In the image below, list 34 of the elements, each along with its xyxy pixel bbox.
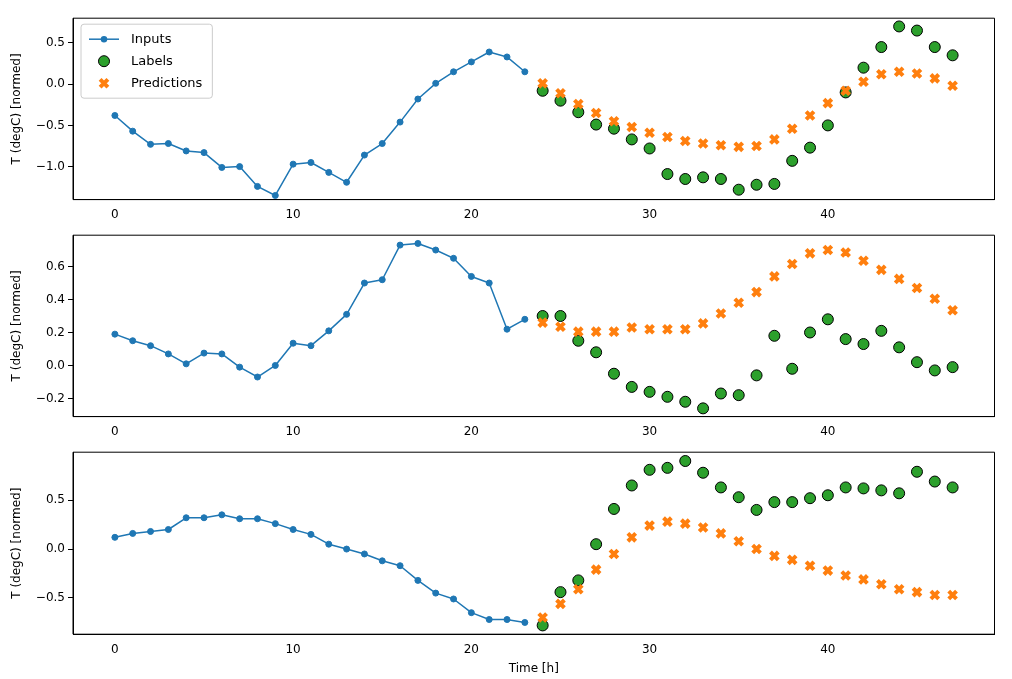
y-tick-label: −0.5	[35, 590, 65, 605]
x-tick-label: 30	[641, 641, 658, 656]
y-tick-label: −0.2	[35, 390, 65, 405]
x-tick-label: 20	[463, 206, 480, 221]
y-tick-label: 0.5	[45, 492, 65, 507]
y-tick-label: 0.4	[45, 291, 65, 306]
x-tick-label: 20	[463, 641, 480, 656]
x-tick-label: 20	[463, 423, 480, 438]
y-tick-label: 0.0	[45, 541, 65, 556]
y-tick-label: −1.0	[35, 158, 65, 173]
y-axis-title: T (degC) [normed]	[9, 53, 24, 166]
x-tick-label: 40	[820, 206, 836, 221]
x-tick-label: 40	[820, 423, 836, 438]
x-tick-label: 40	[820, 641, 836, 656]
x-tick-label: 30	[641, 206, 658, 221]
y-tick-label: 0.6	[45, 258, 65, 273]
x-axis-title: Time [h]	[507, 660, 559, 675]
legend-label: Inputs	[131, 30, 172, 46]
x-tick-label: 10	[285, 423, 301, 438]
y-tick-label: 0.5	[45, 35, 65, 50]
x-tick-label: 0	[111, 641, 119, 656]
y-axis-title: T (degC) [normed]	[9, 270, 24, 383]
x-tick-label: 30	[641, 423, 658, 438]
y-axis-title: T (degC) [normed]	[9, 487, 24, 600]
y-tick-label: 0.0	[45, 357, 65, 372]
legend-label: Labels	[131, 52, 174, 68]
x-tick-label: 0	[111, 206, 119, 221]
y-tick-label: 0.2	[45, 324, 65, 339]
y-tick-label: 0.0	[45, 76, 65, 91]
legend-label: Predictions	[131, 74, 203, 90]
x-tick-label: 0	[111, 423, 119, 438]
x-tick-label: 10	[285, 641, 301, 656]
x-tick-label: 10	[285, 206, 301, 221]
y-tick-label: −0.5	[35, 117, 65, 132]
